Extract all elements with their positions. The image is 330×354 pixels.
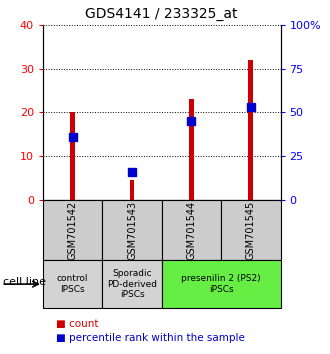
Title: GDS4141 / 233325_at: GDS4141 / 233325_at [85, 7, 238, 21]
Bar [43, 260, 102, 308]
Text: GSM701545: GSM701545 [246, 200, 256, 260]
Text: GSM701543: GSM701543 [127, 200, 137, 260]
Text: cell line: cell line [3, 277, 46, 287]
Text: GSM701542: GSM701542 [68, 200, 78, 260]
Bar [248, 60, 253, 200]
Text: ■ count: ■ count [56, 319, 99, 329]
Bar [102, 200, 162, 260]
Bar [162, 200, 221, 260]
Text: presenilin 2 (PS2)
iPSCs: presenilin 2 (PS2) iPSCs [181, 274, 261, 294]
Bar [162, 260, 280, 308]
Bar [130, 180, 134, 200]
Text: control
IPSCs: control IPSCs [57, 274, 88, 294]
Text: GSM701544: GSM701544 [186, 200, 196, 260]
Bar [43, 200, 102, 260]
Text: Sporadic
PD-derived
iPSCs: Sporadic PD-derived iPSCs [107, 269, 157, 299]
Bar [221, 200, 280, 260]
Bar [70, 113, 75, 200]
Text: ■ percentile rank within the sample: ■ percentile rank within the sample [56, 333, 245, 343]
Bar [102, 260, 162, 308]
Bar [189, 99, 194, 200]
